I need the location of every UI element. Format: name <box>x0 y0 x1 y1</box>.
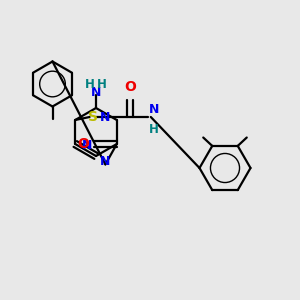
Text: H: H <box>97 78 107 91</box>
Text: N: N <box>100 155 111 168</box>
Text: O: O <box>77 137 89 151</box>
Text: S: S <box>88 110 98 124</box>
Text: N: N <box>100 111 110 124</box>
Text: N: N <box>149 103 159 116</box>
Text: O: O <box>124 80 136 94</box>
Text: N: N <box>82 139 92 152</box>
Text: H: H <box>149 123 159 136</box>
Text: H: H <box>85 78 94 91</box>
Text: N: N <box>91 86 101 99</box>
